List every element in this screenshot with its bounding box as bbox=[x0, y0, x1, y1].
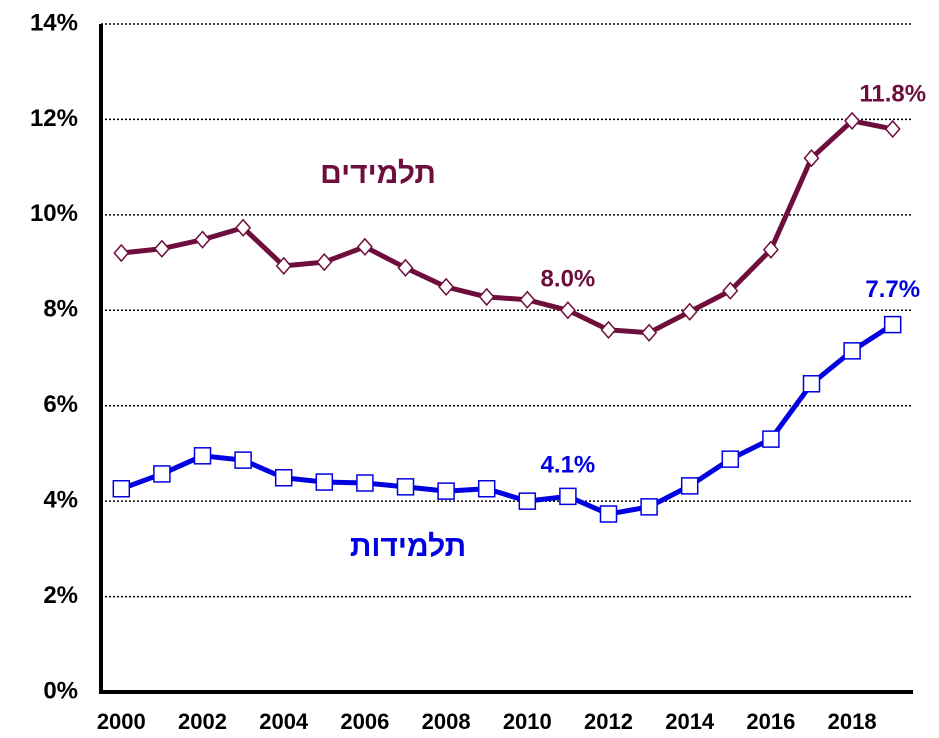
marker bbox=[153, 239, 170, 258]
marker bbox=[519, 290, 536, 309]
series-label: תלמידים bbox=[320, 157, 436, 190]
marker bbox=[721, 450, 740, 468]
marker bbox=[194, 230, 211, 249]
y-tick-label: 6% bbox=[43, 391, 78, 418]
marker bbox=[599, 505, 618, 523]
x-tick-label: 2002 bbox=[178, 709, 227, 734]
marker bbox=[559, 301, 576, 320]
marker bbox=[275, 256, 292, 276]
marker bbox=[803, 148, 820, 168]
y-tick-label: 10% bbox=[30, 200, 78, 227]
series-line bbox=[120, 322, 895, 517]
marker bbox=[356, 237, 373, 256]
series-label: תלמידות bbox=[350, 530, 466, 563]
y-tick-label: 14% bbox=[30, 9, 78, 36]
marker bbox=[397, 258, 414, 277]
marker bbox=[883, 315, 902, 334]
marker bbox=[437, 482, 455, 500]
x-tick-label: 2012 bbox=[584, 709, 633, 734]
marker bbox=[356, 474, 374, 492]
x-tick-label: 2018 bbox=[828, 709, 877, 734]
marker bbox=[193, 447, 212, 465]
marker bbox=[600, 320, 617, 339]
marker bbox=[844, 111, 861, 130]
marker bbox=[722, 281, 739, 300]
marker bbox=[113, 243, 130, 263]
marker bbox=[315, 473, 334, 491]
marker bbox=[681, 302, 698, 321]
marker bbox=[884, 119, 901, 139]
value-label: 8.0% bbox=[541, 266, 596, 293]
marker bbox=[153, 465, 171, 483]
x-tick-label: 2004 bbox=[259, 709, 309, 734]
marker bbox=[762, 240, 779, 259]
x-tick-label: 2000 bbox=[97, 709, 146, 734]
marker bbox=[477, 479, 496, 498]
x-tick-label: 2010 bbox=[503, 709, 552, 734]
x-tick-label: 2006 bbox=[340, 709, 389, 734]
marker bbox=[518, 492, 537, 510]
x-tick-label: 2014 bbox=[665, 709, 715, 734]
marker bbox=[235, 218, 252, 237]
marker bbox=[802, 375, 821, 393]
marker bbox=[640, 498, 658, 516]
value-label: 11.8% bbox=[859, 80, 926, 107]
x-tick-label: 2008 bbox=[422, 709, 471, 734]
series-line bbox=[121, 118, 894, 336]
y-tick-label: 8% bbox=[43, 296, 78, 323]
marker bbox=[316, 252, 333, 272]
marker bbox=[396, 478, 415, 496]
y-tick-label: 0% bbox=[43, 677, 78, 704]
marker bbox=[680, 477, 699, 495]
marker bbox=[274, 469, 293, 487]
x-tick-label: 2016 bbox=[746, 709, 795, 734]
marker bbox=[478, 287, 495, 307]
marker bbox=[438, 277, 455, 297]
value-label: 4.1% bbox=[541, 452, 596, 479]
marker bbox=[762, 430, 780, 448]
y-tick-label: 4% bbox=[43, 486, 78, 513]
marker bbox=[641, 323, 658, 342]
marker bbox=[843, 342, 861, 360]
y-tick-label: 12% bbox=[30, 105, 78, 132]
value-label: 7.7% bbox=[865, 276, 920, 303]
marker bbox=[112, 479, 131, 498]
marker bbox=[234, 451, 252, 469]
y-tick-label: 2% bbox=[43, 582, 78, 609]
marker bbox=[559, 487, 577, 506]
